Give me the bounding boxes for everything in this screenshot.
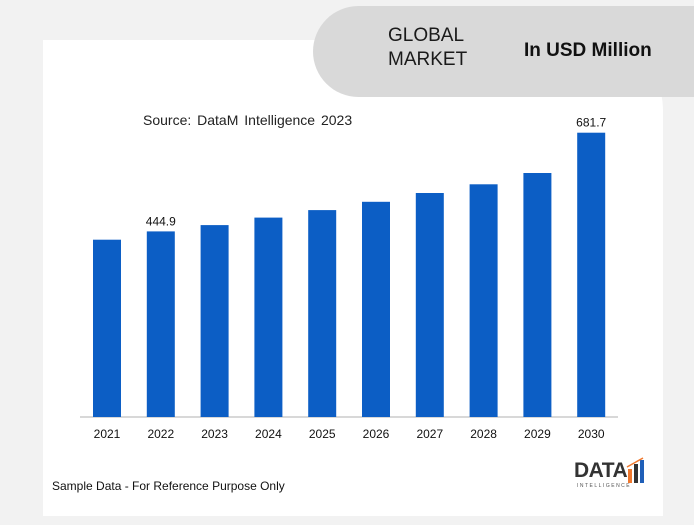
- x-tick-label: 2030: [578, 427, 605, 441]
- x-tick-label: 2023: [201, 427, 228, 441]
- bar-2027: [415, 193, 444, 417]
- x-tick-label: 2024: [255, 427, 282, 441]
- source-text: Source: DataM Intelligence 2023: [143, 112, 353, 128]
- company-logo: DATA INTELLIGENCE: [574, 455, 654, 495]
- bar-2022: [146, 231, 175, 417]
- chart-card: [43, 40, 663, 516]
- logo-bar-1: [628, 469, 632, 483]
- x-tick-label: 2021: [94, 427, 121, 441]
- header-unit: In USD Million: [524, 40, 652, 61]
- x-tick-label: 2025: [309, 427, 336, 441]
- x-tick-label: 2027: [416, 427, 443, 441]
- x-tick-label: 2022: [147, 427, 174, 441]
- logo-bars-icon: [626, 457, 644, 483]
- logo-arrow: [626, 457, 644, 468]
- bar-2023: [200, 225, 229, 417]
- bar-2029: [523, 173, 552, 417]
- header-title: GLOBAL MARKET: [388, 25, 468, 70]
- footnote: Sample Data - For Reference Purpose Only: [52, 479, 285, 493]
- data-label: 681.7: [576, 116, 606, 130]
- x-tick-label: 2029: [524, 427, 551, 441]
- logo-wordmark: DATA: [574, 459, 628, 482]
- header-banner: [313, 6, 694, 97]
- bar-2025: [308, 210, 337, 417]
- bar-2024: [254, 217, 283, 417]
- bar-2030: [577, 132, 606, 417]
- data-label: 444.9: [146, 214, 176, 228]
- logo-bar-3: [640, 460, 644, 483]
- x-tick-label: 2028: [470, 427, 497, 441]
- x-tick-label: 2026: [363, 427, 390, 441]
- bar-2026: [362, 201, 390, 417]
- logo-bar-2: [634, 464, 638, 483]
- logo-subtitle: INTELLIGENCE: [577, 483, 632, 489]
- bar-2028: [469, 184, 498, 417]
- bar-2021: [93, 239, 121, 417]
